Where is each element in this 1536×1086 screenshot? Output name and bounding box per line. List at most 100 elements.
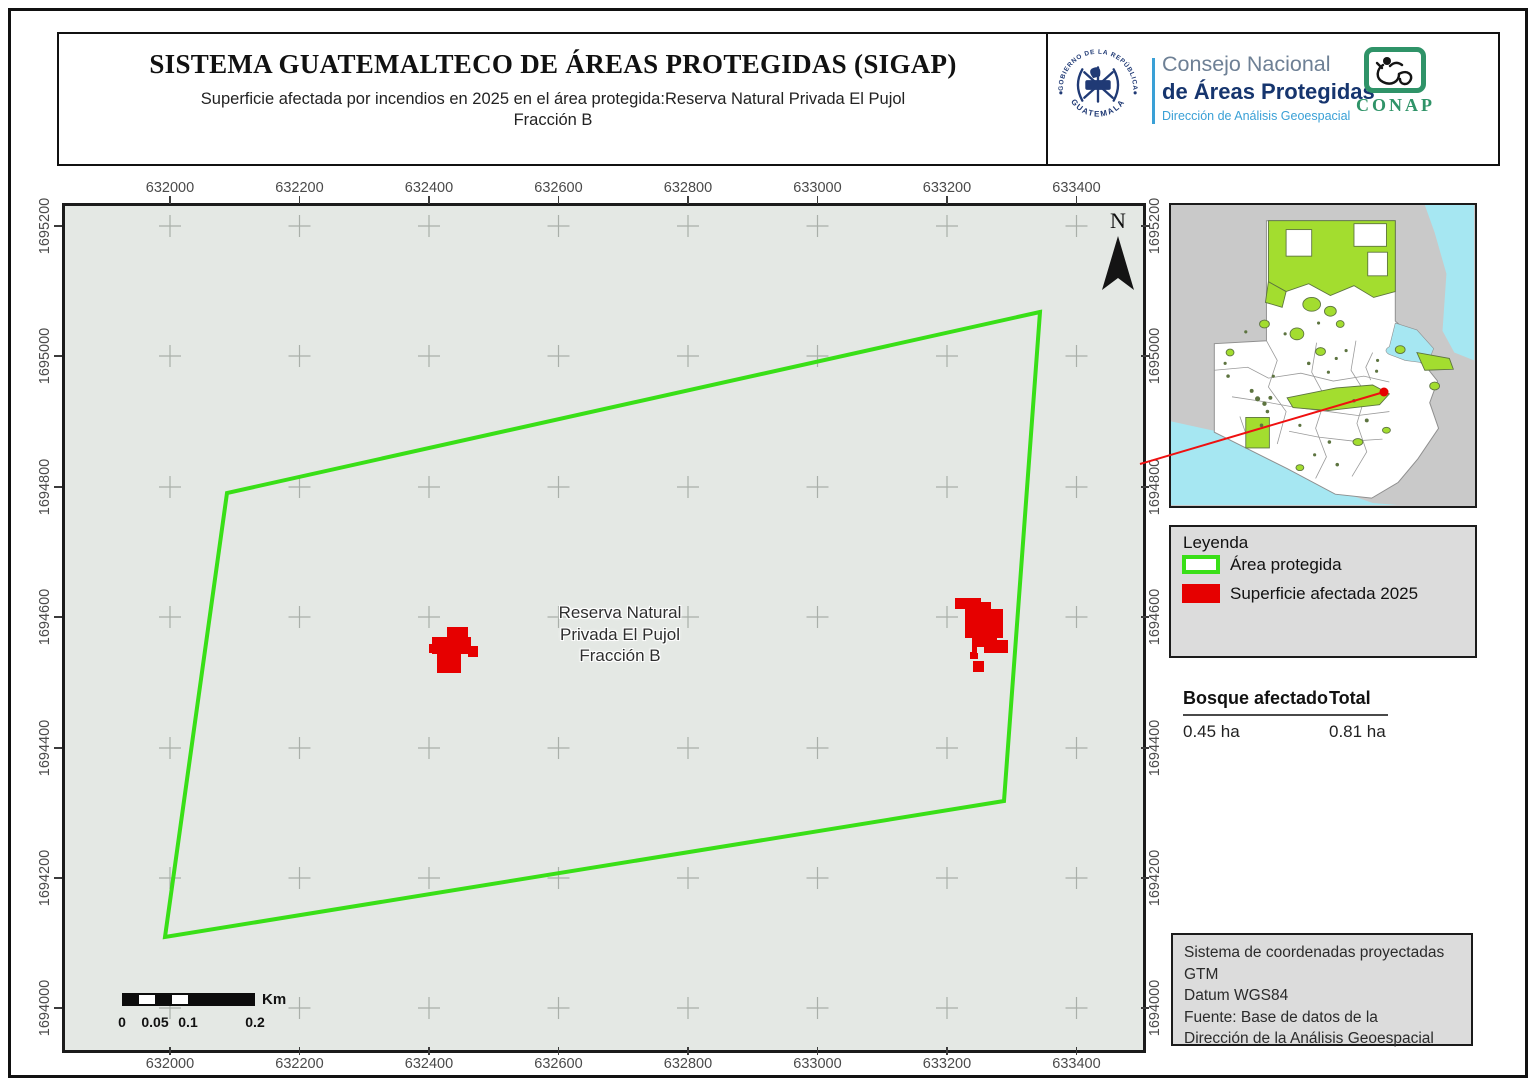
- legend-title: Leyenda: [1183, 533, 1249, 552]
- scale-bar-segment: [172, 995, 188, 1004]
- scale-bar-segment: [139, 995, 155, 1004]
- x-axis-tick: [298, 1047, 301, 1055]
- x-axis-tick: [946, 196, 948, 204]
- y-axis-label: 1694400: [37, 719, 53, 777]
- y-axis-label: 1695200: [37, 197, 53, 255]
- x-axis-label: 633400: [1052, 1056, 1101, 1072]
- subtitle-line-1: Superficie afectada por incendios en 202…: [200, 90, 906, 108]
- info-line: Fuente: Base de datos de la: [1184, 1008, 1378, 1026]
- x-axis-label: 632400: [404, 1056, 454, 1072]
- north-arrow-icon: [1102, 236, 1134, 290]
- x-axis-tick: [298, 196, 301, 204]
- org-name-line1: Consejo Nacional: [1162, 52, 1331, 76]
- subtitle-line-2: Fracción B: [513, 111, 593, 129]
- info-line: Sistema de coordenadas proyectadas: [1184, 944, 1445, 961]
- x-axis-tick: [946, 1047, 948, 1055]
- y-axis-tick: [1141, 616, 1149, 618]
- x-axis-label: 633000: [793, 180, 842, 196]
- x-axis-label: 633200: [922, 1056, 972, 1072]
- y-axis-tick: [54, 747, 62, 749]
- x-axis-label: 632400: [404, 180, 454, 196]
- page-title: SISTEMA GUATEMALTECO DE ÁREAS PROTEGIDAS…: [149, 49, 957, 79]
- overview-map-inset: [1169, 203, 1477, 508]
- y-axis-label: 1694800: [1147, 458, 1163, 516]
- stats-values-row: 0.45 ha 0.81 ha: [1183, 716, 1388, 742]
- north-arrow: N: [1093, 208, 1143, 299]
- grid-crosses: [159, 215, 1088, 1019]
- guatemala-government-seal-icon: GOBIERNO DE LA REPÚBLICA GUATEMALA: [1058, 49, 1138, 119]
- x-axis-label: 632200: [275, 1056, 324, 1072]
- area-label-line3: Fracción B: [579, 646, 661, 665]
- stats-col-total: Total: [1329, 688, 1371, 708]
- stats-header-row: Bosque afectado Total: [1183, 688, 1388, 716]
- x-axis-tick: [557, 1047, 560, 1055]
- y-axis-tick: [54, 616, 62, 618]
- info-line: Datum WGS84: [1184, 987, 1289, 1004]
- x-axis-tick: [169, 1047, 171, 1055]
- y-axis-tick: [1141, 1007, 1149, 1009]
- x-axis-tick: [428, 1047, 430, 1055]
- scale-bar: Km 0 0.05 0.1 0.2: [118, 987, 308, 1039]
- conap-wordmark: Consejo Nacional de Áreas Protegidas Dir…: [1162, 52, 1375, 123]
- x-axis-label: 633400: [1052, 180, 1101, 196]
- x-axis-tick: [1075, 1047, 1078, 1055]
- area-label-line2: Privada El Pujol: [559, 624, 680, 644]
- info-line: GTM: [1184, 965, 1219, 983]
- scale-bar-unit: Km: [262, 991, 287, 1008]
- x-axis-tick: [428, 196, 430, 204]
- y-axis-label: 1695200: [1147, 197, 1163, 255]
- affected-area-west: [429, 627, 478, 673]
- x-axis-label: 633000: [793, 1056, 842, 1072]
- y-axis-tick: [54, 225, 62, 227]
- y-axis-tick: [1141, 747, 1149, 749]
- conap-monkey-icon: [1364, 47, 1426, 93]
- affected-area-east: [955, 598, 1008, 672]
- area-label-line1: Reserva Natural: [558, 603, 682, 622]
- y-axis-tick: [54, 1007, 62, 1009]
- y-axis-label: 1694200: [37, 849, 53, 907]
- legend-item-label: Área protegida: [1230, 555, 1342, 574]
- y-axis-label: 1694600: [37, 588, 53, 646]
- x-axis-tick: [687, 1047, 689, 1055]
- info-line: Dirección de la Análisis Geoespacial: [1184, 1030, 1434, 1047]
- x-axis-tick: [1075, 196, 1078, 204]
- map-canvas: [159, 215, 1088, 1019]
- protected-area-swatch-icon: [1182, 555, 1220, 574]
- y-axis-label: 1695000: [1147, 327, 1163, 385]
- org-name-line2: de Áreas Protegidas: [1162, 79, 1375, 104]
- x-axis-tick: [816, 1047, 819, 1055]
- y-axis-label: 1694000: [37, 979, 53, 1037]
- y-axis-tick: [1141, 486, 1149, 488]
- caribbean-sea: [1424, 205, 1474, 361]
- x-axis-label: 632000: [145, 180, 195, 196]
- conap-label: CONAP: [1356, 95, 1435, 115]
- x-axis-tick: [816, 196, 819, 204]
- x-axis-label: 632800: [663, 180, 713, 196]
- x-axis-tick: [557, 196, 560, 204]
- scale-bar-label: 0.05: [141, 1014, 169, 1030]
- conap-logo: CONAP: [1356, 47, 1434, 116]
- affected-area-swatch-icon: [1182, 584, 1220, 603]
- y-axis-label: 1694800: [37, 458, 53, 516]
- stats-value-total: 0.81 ha: [1329, 722, 1386, 741]
- logo-divider: [1152, 58, 1155, 124]
- x-axis-tick: [687, 196, 689, 204]
- x-axis-tick: [169, 196, 171, 204]
- stats-col-bosque-afectado: Bosque afectado: [1183, 688, 1329, 708]
- header-logos-box: GOBIERNO DE LA REPÚBLICA GUATEMALA Conse…: [1046, 32, 1500, 166]
- legend-item-label: Superficie afectada 2025: [1230, 584, 1419, 603]
- protected-area-name-label: Reserva Natural Privada El Pujol Fracció…: [535, 602, 705, 667]
- y-axis-tick: [54, 486, 62, 488]
- protected-area-boundary: [162, 309, 1043, 940]
- org-department: Dirección de Análisis Geoespacial: [1162, 109, 1351, 123]
- page-border: [8, 8, 1528, 1078]
- y-axis-label: 1695000: [37, 327, 53, 385]
- y-axis-label: 1694000: [1147, 979, 1163, 1037]
- y-axis-tick: [1141, 355, 1149, 357]
- y-axis-tick: [1141, 877, 1149, 879]
- x-axis-label: 632800: [663, 1056, 713, 1072]
- legend: Leyenda Área protegida Superficie afecta…: [1169, 525, 1477, 658]
- y-axis-tick: [1141, 225, 1149, 227]
- x-axis-label: 632200: [275, 180, 324, 196]
